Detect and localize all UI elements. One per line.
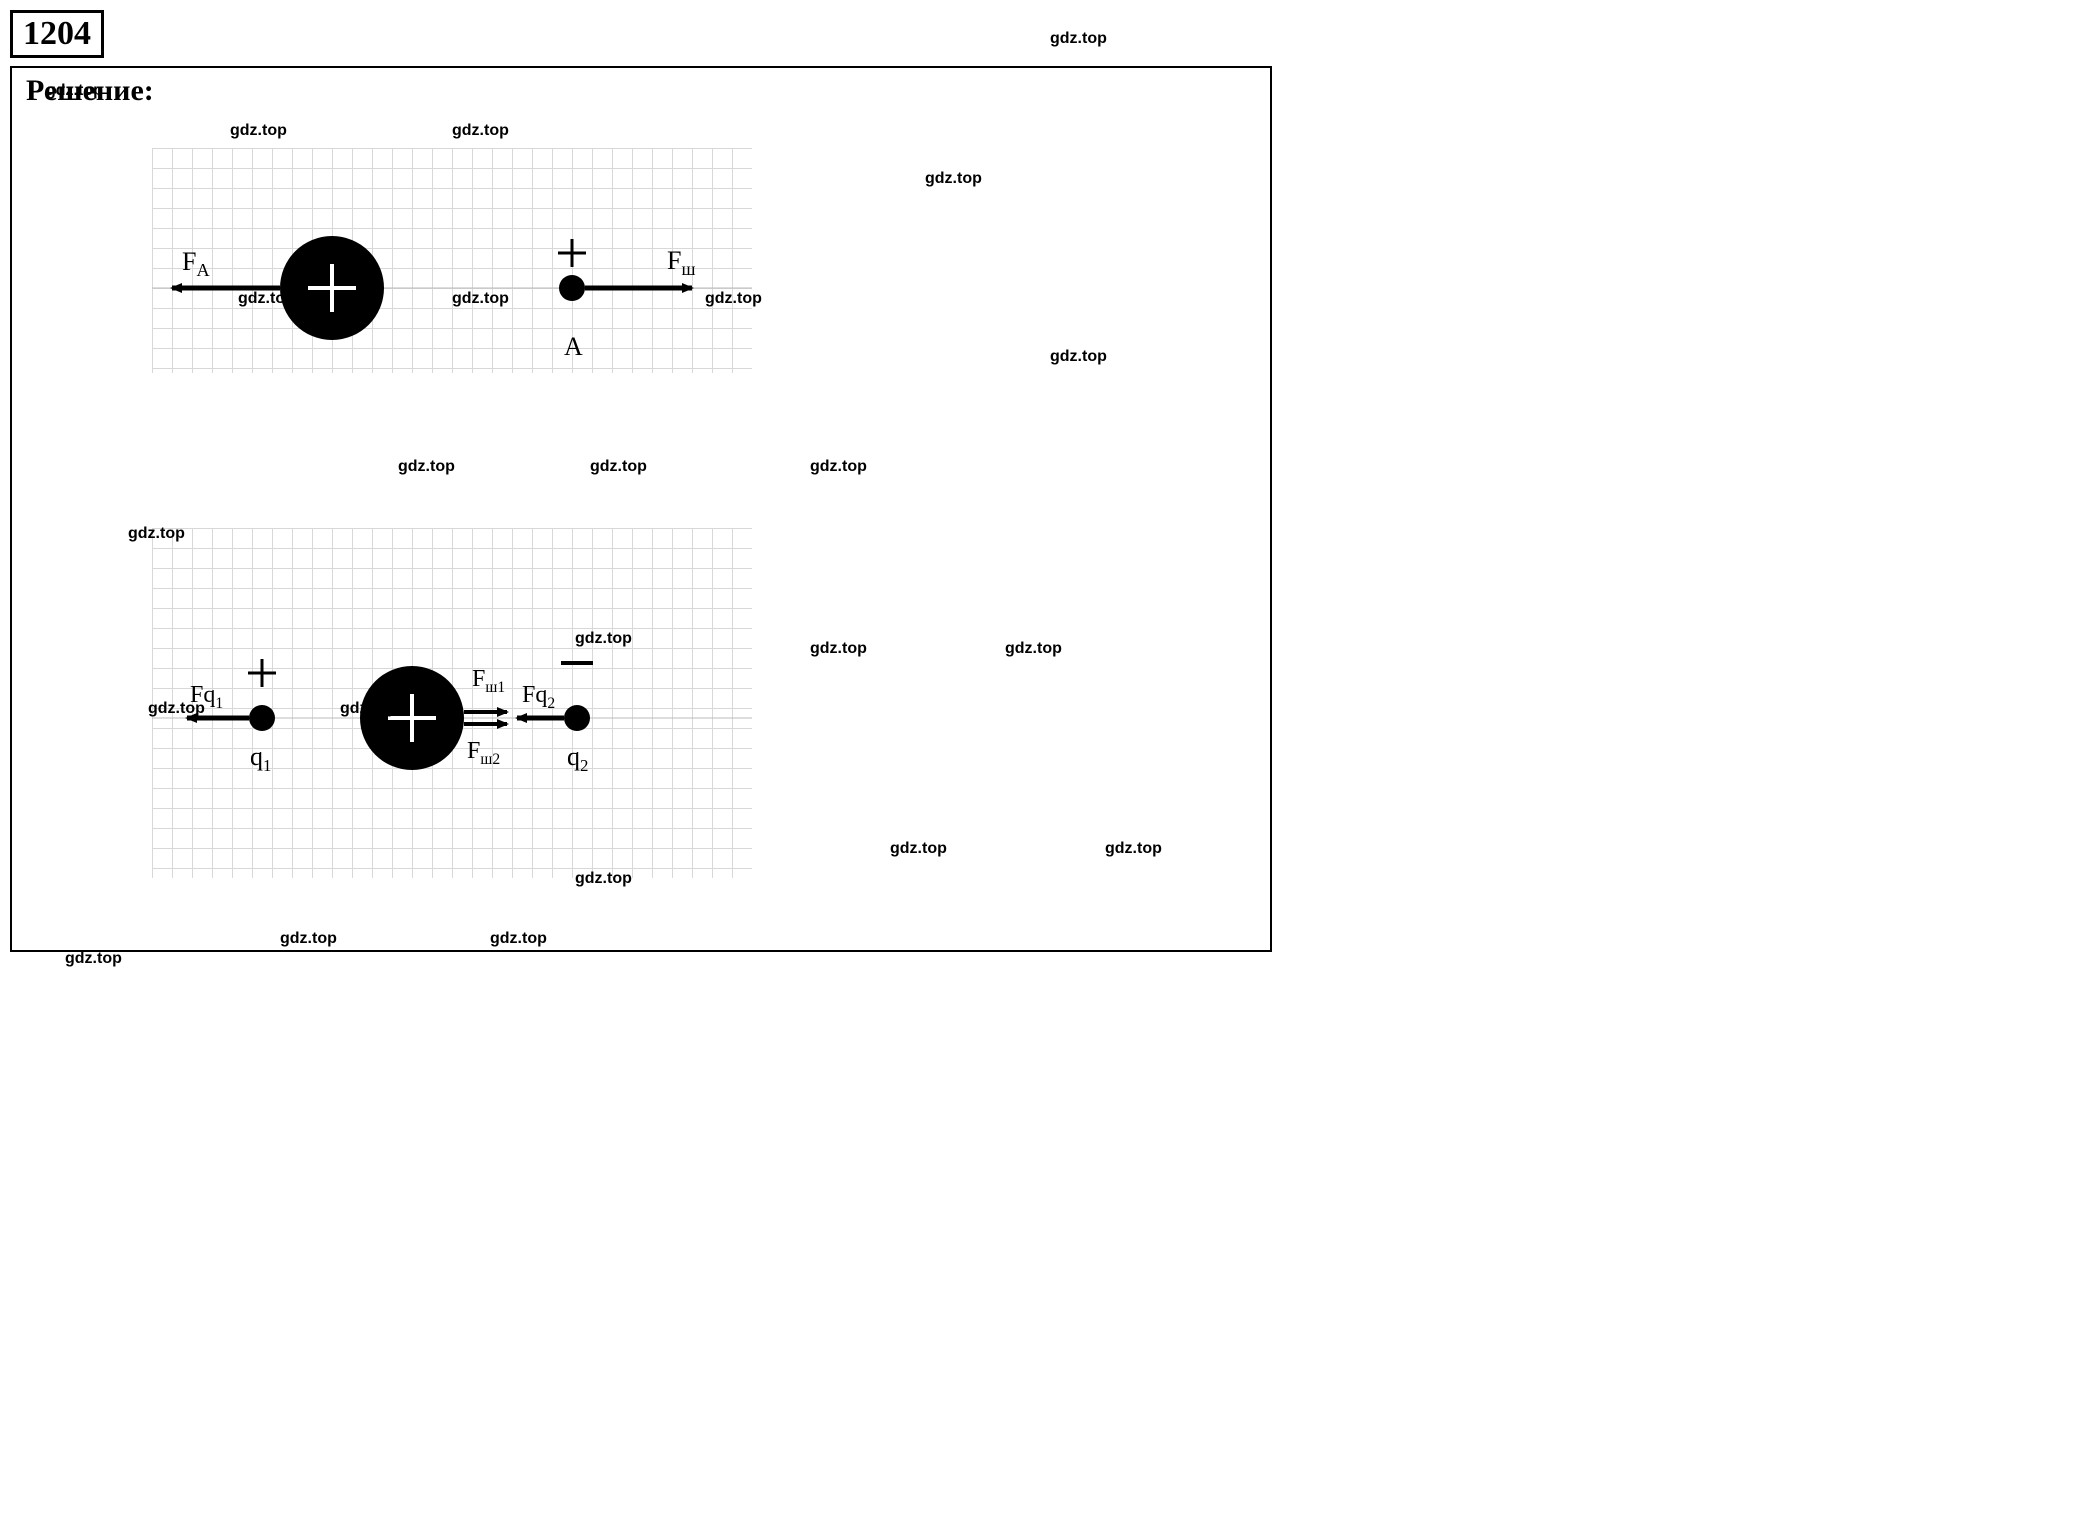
diagram-label: Fш2 bbox=[467, 738, 500, 769]
diagram-label: FA bbox=[182, 247, 210, 281]
diagram-label: q1 bbox=[250, 742, 271, 776]
solution-box: Решение: AFAFшq1q2Fq1Fш1Fш2Fq2 bbox=[10, 66, 1272, 952]
diagram-label: q2 bbox=[567, 742, 588, 776]
diagram-label: Fш bbox=[667, 246, 695, 280]
watermark-text: gdz.top bbox=[1050, 30, 1107, 48]
diagram-label: A bbox=[564, 332, 583, 362]
watermark-text: gdz.top bbox=[65, 950, 122, 968]
diagram-label: Fq1 bbox=[190, 682, 223, 713]
page-container: 1204 Решение: AFAFшq1q2Fq1Fш1Fш2Fq2 gdz.… bbox=[10, 10, 1270, 970]
diagram-label: Fq2 bbox=[522, 682, 555, 713]
diagram-label: Fш1 bbox=[472, 666, 505, 697]
diagram-svg bbox=[12, 68, 1242, 938]
problem-number: 1204 bbox=[10, 10, 104, 58]
